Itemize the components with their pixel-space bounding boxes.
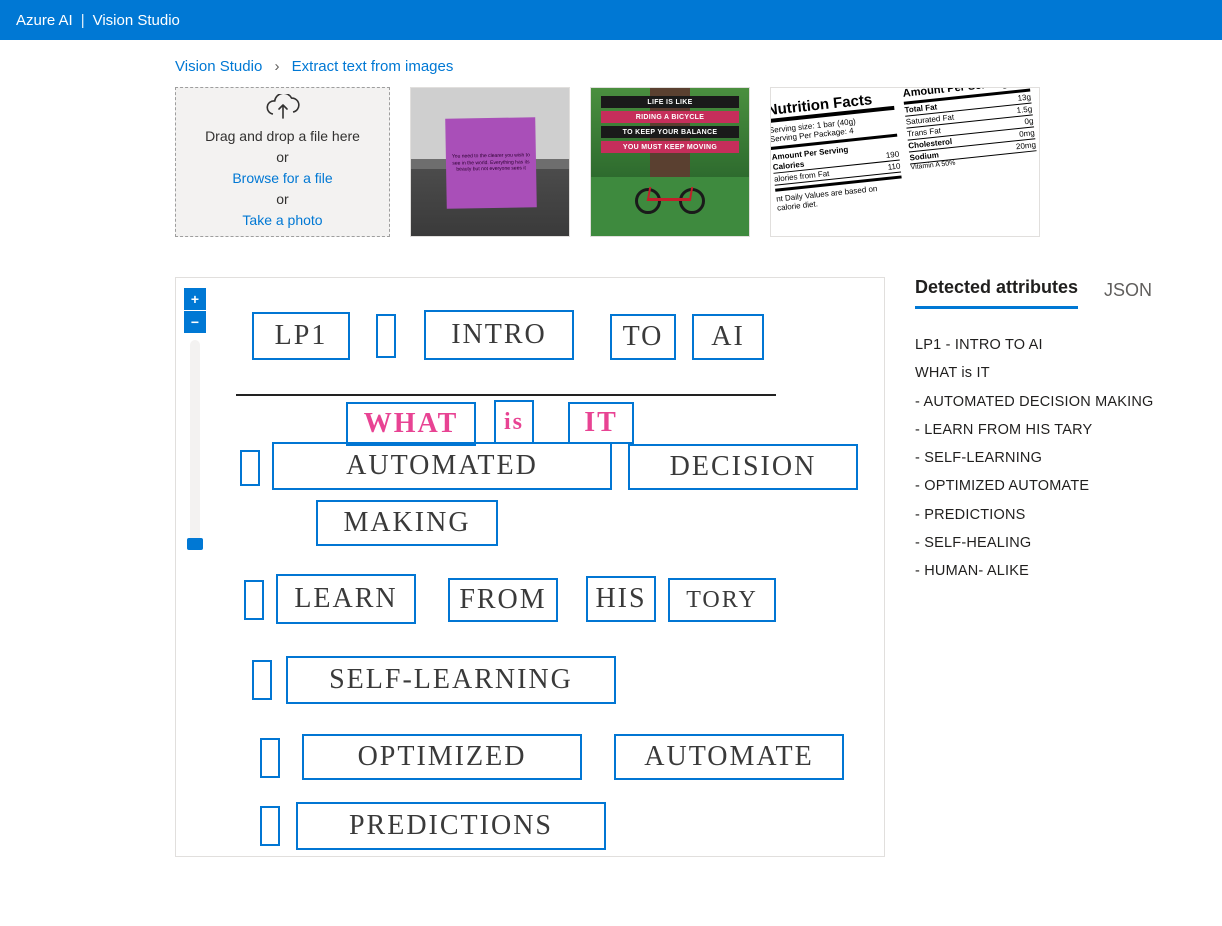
ocr-box: TORY (668, 578, 776, 622)
dropzone-or2: or (276, 189, 288, 210)
upload-cloud-icon (265, 94, 301, 120)
nf-r-trf-v: 0g (1024, 116, 1034, 126)
result-line: - PREDICTIONS (915, 501, 1222, 529)
ocr-box: AUTOMATED (272, 442, 612, 490)
horizontal-rule (236, 394, 776, 396)
zoom-in-button[interactable]: + (184, 288, 206, 310)
ocr-box: AI (692, 314, 764, 360)
tab-detected-attributes[interactable]: Detected attributes (915, 277, 1078, 309)
ocr-box: OPTIMIZED (302, 734, 582, 780)
zoom-out-button[interactable]: − (184, 311, 206, 333)
breadcrumb: Vision Studio › Extract text from images (175, 58, 1222, 75)
ocr-box: DECISION (628, 444, 858, 490)
ocr-box: LP1 (252, 312, 350, 360)
results-list: LP1 - INTRO TO AIWHAT is IT- AUTOMATED D… (915, 331, 1222, 585)
result-line: - LEARN FROM HIS TARY (915, 416, 1222, 444)
tab-json[interactable]: JSON (1104, 280, 1152, 309)
nf-r-sf-v: 1.5g (1016, 104, 1032, 115)
ocr-box (240, 450, 260, 486)
nf-r-so-v: 20mg (1016, 140, 1037, 151)
ocr-box (260, 738, 280, 778)
result-line: - HUMAN- ALIKE (915, 557, 1222, 585)
breadcrumb-separator: › (274, 58, 279, 75)
result-line: - SELF-HEALING (915, 529, 1222, 557)
ocr-box: HIS (586, 576, 656, 622)
dropzone-or1: or (276, 147, 288, 168)
ocr-box: AUTOMATE (614, 734, 844, 780)
thumb-note-text: You need to the clearer you wish to see … (446, 146, 537, 179)
header-divider: | (81, 12, 85, 29)
results-panel: Detected attributes JSON LP1 - INTRO TO … (915, 277, 1222, 585)
zoom-control: + − (184, 288, 206, 550)
result-line: - AUTOMATED DECISION MAKING (915, 388, 1222, 416)
breadcrumb-current[interactable]: Extract text from images (292, 58, 454, 75)
zoom-slider[interactable] (190, 340, 200, 550)
nf-r-tf-v: 13g (1017, 93, 1031, 103)
breadcrumb-root[interactable]: Vision Studio (175, 58, 262, 75)
ocr-box: PREDICTIONS (296, 802, 606, 850)
ocr-box: FROM (448, 578, 558, 622)
ocr-box: TO (610, 314, 676, 360)
thumb2-band4: YOU MUST KEEP MOVING (601, 141, 739, 153)
ocr-box (244, 580, 264, 620)
main-row: + − LP1 INTRO TO AI WHAT is ITAUTOMATED DECISIO… (175, 277, 1222, 857)
ocr-box: MAKING (316, 500, 498, 546)
nf-fat-v: 110 (887, 162, 901, 172)
ocr-box (252, 660, 272, 700)
nf-r-so: Sodium (909, 150, 939, 162)
ocr-box: WHAT (346, 402, 476, 446)
result-line: - SELF-LEARNING (915, 444, 1222, 472)
browse-file-link[interactable]: Browse for a file (232, 168, 332, 189)
image-preview-panel: + − LP1 INTRO TO AI WHAT is ITAUTOMATED DECISIO… (175, 277, 885, 857)
result-line: LP1 - INTRO TO AI (915, 331, 1222, 359)
main-content: Vision Studio › Extract text from images… (0, 40, 1222, 857)
ocr-box (376, 314, 396, 358)
thumb2-band3: TO KEEP YOUR BALANCE (601, 126, 739, 138)
azure-header: Azure AI | Vision Studio (0, 0, 1222, 40)
results-tabs: Detected attributes JSON (915, 277, 1222, 309)
dropzone-text: Drag and drop a file here (205, 126, 360, 147)
brand-label: Azure AI (16, 12, 73, 29)
sample-thumb-bicycle[interactable]: LIFE IS LIKE RIDING A BICYCLE TO KEEP YO… (590, 87, 750, 237)
ocr-canvas: LP1 INTRO TO AI WHAT is ITAUTOMATED DECISION MAK… (216, 284, 878, 850)
ocr-box (260, 806, 280, 846)
nf-r-ch-v: 0mg (1019, 128, 1035, 139)
ocr-box: IT (568, 402, 634, 444)
file-dropzone[interactable]: Drag and drop a file here or Browse for … (175, 87, 390, 237)
sample-thumb-nutrition[interactable]: Nutrition Facts Serving size: 1 bar (40g… (770, 87, 1040, 237)
result-line: WHAT is IT (915, 359, 1222, 387)
take-photo-link[interactable]: Take a photo (242, 210, 322, 231)
nf-cal-v: 190 (885, 150, 899, 160)
samples-row: Drag and drop a file here or Browse for … (175, 87, 1222, 237)
ocr-box: INTRO (424, 310, 574, 360)
zoom-slider-thumb[interactable] (187, 538, 203, 550)
sample-thumb-note[interactable]: You need to the clearer you wish to see … (410, 87, 570, 237)
thumb2-band1: LIFE IS LIKE (601, 96, 739, 108)
ocr-box: is (494, 400, 534, 444)
ocr-box: LEARN (276, 574, 416, 624)
product-label: Vision Studio (93, 12, 180, 29)
result-line: - OPTIMIZED AUTOMATE (915, 472, 1222, 500)
ocr-box: SELF-LEARNING (286, 656, 616, 704)
thumb2-band2: RIDING A BICYCLE (601, 111, 739, 123)
